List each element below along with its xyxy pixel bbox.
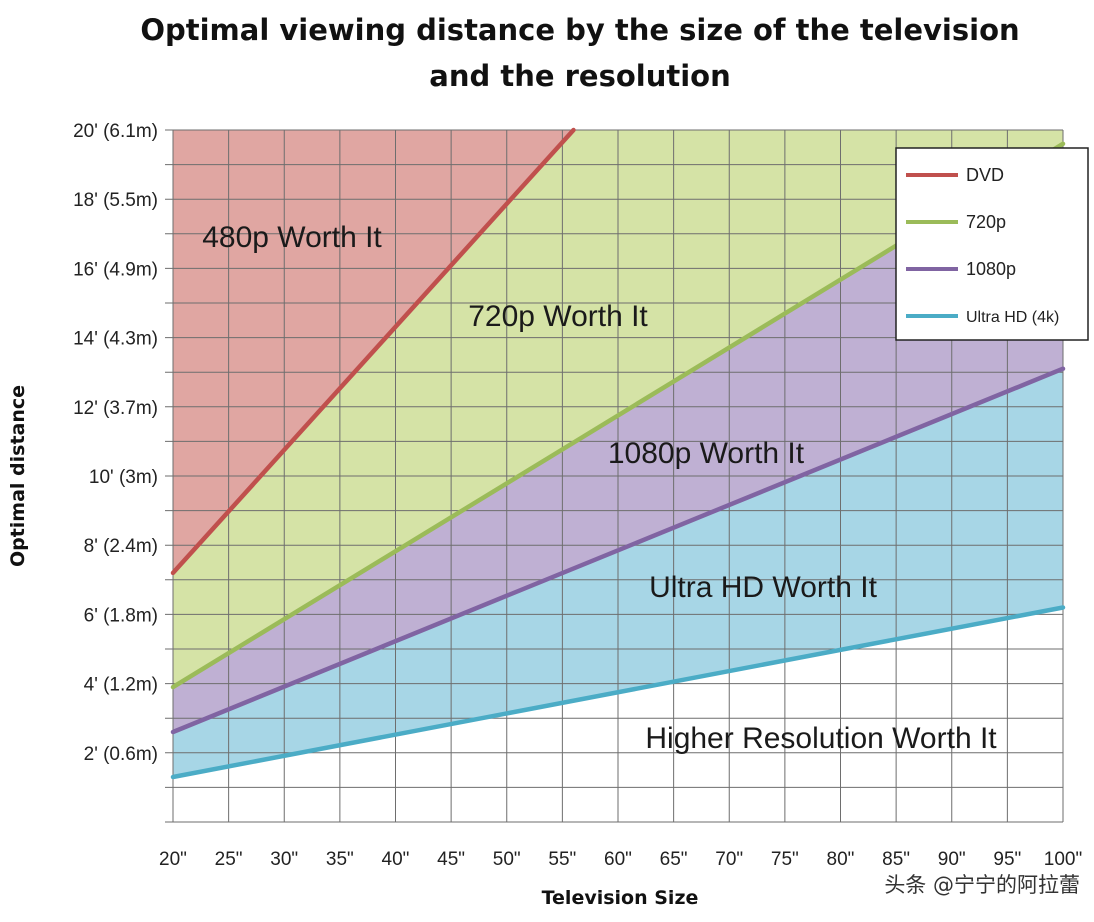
legend-label-720p: 720p [966,212,1006,232]
x-tick-label: 100" [1044,849,1082,870]
legend-label-dvd: DVD [966,165,1004,185]
chart-title-line2: and the resolution [429,59,730,93]
x-tick-label: 95" [993,849,1021,870]
y-tick-label: 6' (1.8m) [84,605,158,626]
x-tick-label: 50" [493,849,521,870]
x-tick-label: 25" [215,849,243,870]
series-lines [170,127,1066,780]
x-tick-label: 20" [159,849,187,870]
y-tick-label: 18' (5.5m) [73,190,158,211]
axis-ticks: 20" 25" 30" 35" 40" 45" 50" 55" 60" 65" 70" 75" 80" 8… [73,121,1082,870]
x-tick-label: 65" [660,849,688,870]
x-tick-label: 70" [715,849,743,870]
x-tick-label: 60" [604,849,632,870]
x-tick-label: 40" [382,849,410,870]
region-label-higher: Higher Resolution Worth It [645,722,997,755]
y-tick-label: 8' (2.4m) [84,536,158,557]
legend-label-1080p: 1080p [966,259,1016,279]
y-tick-label: 12' (3.7m) [73,398,158,419]
y-axis-label: Optimal distance [7,385,29,567]
x-tick-label: 80" [827,849,855,870]
x-tick-label: 55" [548,849,576,870]
x-tick-label: 75" [771,849,799,870]
legend: DVD 720p 1080p Ultra HD (4k) [895,147,1089,341]
region-label-720p: 720p Worth It [468,300,648,333]
region-label-480p: 480p Worth It [202,221,382,254]
series-line-ultra-hd-4k [170,605,1066,780]
y-tick-label: 16' (4.9m) [73,259,158,280]
x-tick-label: 30" [270,849,298,870]
region-label-1080p: 1080p Worth It [608,437,805,470]
legend-label-ultra-hd-4k: Ultra HD (4k) [966,309,1059,326]
series-line-dvd [170,127,576,576]
x-tick-label: 35" [326,849,354,870]
y-tick-label: 14' (4.3m) [73,329,158,350]
chart-title-line1: Optimal viewing distance by the size of … [140,13,1019,47]
y-tick-label: 2' (0.6m) [84,744,158,765]
x-tick-label: 90" [938,849,966,870]
watermark: 头条 @宁宁的阿拉蕾 [884,873,1080,897]
legend-box [895,147,1089,341]
y-tick-label: 4' (1.2m) [84,675,158,696]
y-tick-label: 20' (6.1m) [73,121,158,142]
x-axis-label: Television Size [542,887,699,909]
x-tick-label: 85" [882,849,910,870]
x-tick-label: 45" [437,849,465,870]
series-line-1080p [170,366,1066,735]
grid-lines [165,129,1064,823]
region-label-ultra-hd: Ultra HD Worth It [649,571,877,604]
y-tick-label: 10' (3m) [89,467,158,488]
